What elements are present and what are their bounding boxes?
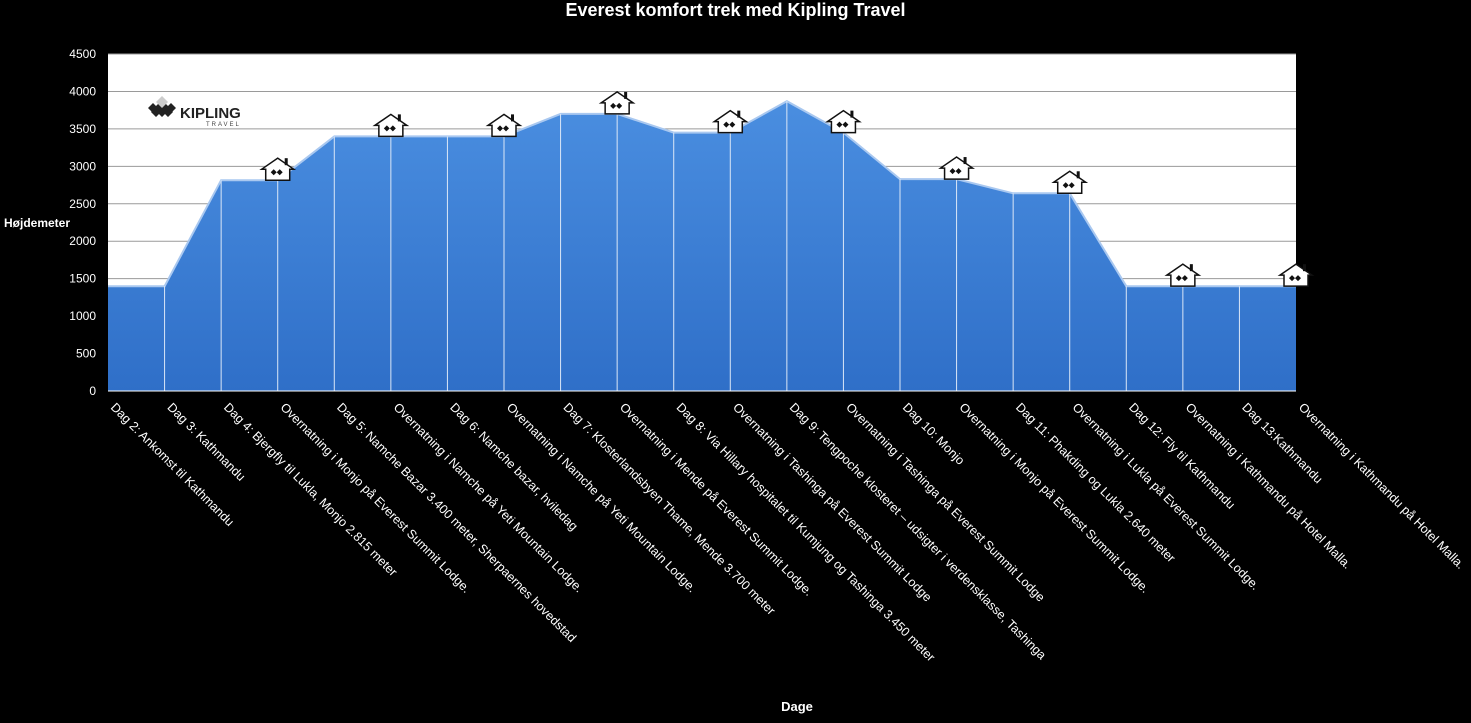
kipling-logo: KIPLING TRAVEL [148, 96, 241, 128]
y-tick-label: 3000 [69, 159, 96, 173]
house-chimney [963, 157, 967, 165]
x-category-label: Dag 8: Via Hillary hospitalet til Kumjun… [674, 400, 938, 664]
lodge-markers [259, 91, 1315, 287]
x-category-label: Overnatning i Namche på Yeti Mountain Lo… [391, 400, 586, 595]
x-category-label: Dag 2: Ankomst til Kathmandu [108, 400, 237, 529]
y-tick-label: 2500 [69, 197, 96, 211]
x-category-label: Overnatning i Tashinga på Everest Summit… [730, 400, 934, 604]
house-chimney [850, 110, 854, 118]
house-emblem [949, 168, 962, 175]
lodge-house-icon [485, 113, 523, 138]
house-emblem [1062, 182, 1075, 189]
x-category-label: Overnatning i Mende på Everest Summit Lo… [617, 400, 816, 599]
house-emblem [383, 125, 396, 132]
y-tick-label: 0 [89, 384, 96, 398]
lodge-house-icon [1164, 263, 1202, 287]
house-emblem [836, 121, 849, 128]
x-category-label: Overnatning i Monjo på Everest Summit Lo… [278, 400, 474, 596]
x-category-label: Overnatning i Tashinga på Everest Summit… [843, 400, 1047, 604]
x-category-label: Overnatning i Namche på Yeti Mountain Lo… [504, 400, 699, 595]
lodge-house-icon [825, 109, 862, 134]
house-emblem [723, 121, 736, 128]
x-category-label: Overnatning i Monjo på Everest Summit Lo… [956, 400, 1152, 596]
lodge-house-icon [1051, 170, 1089, 195]
y-tick-label: 4500 [69, 47, 96, 61]
house-emblem [610, 102, 623, 109]
y-tick-label: 500 [76, 347, 96, 361]
lodge-house-icon [711, 109, 749, 134]
y-axis-label: Højdemeter [4, 216, 71, 230]
house-emblem [497, 125, 509, 132]
area-top-line [108, 100, 1296, 288]
x-category-label: Dag 9: Tengpoche klosteret – udsigter i … [787, 400, 1049, 662]
house-chimney [737, 110, 741, 118]
house-emblem [270, 169, 283, 176]
y-tick-label: 4000 [69, 84, 96, 98]
area-fill [108, 101, 1296, 391]
y-tick-label: 1500 [69, 272, 96, 286]
lodge-house-icon [372, 113, 410, 138]
house-chimney [284, 158, 288, 166]
x-axis-label: Dage [781, 699, 813, 714]
logo-text: KIPLING [180, 105, 241, 122]
x-category-label: Dag 12: Fly til Kathmandu [1126, 400, 1238, 512]
house-chimney [1303, 264, 1306, 272]
y-tick-label: 3500 [69, 122, 96, 136]
y-tick-label: 1000 [69, 309, 96, 323]
house-chimney [1076, 171, 1080, 179]
lodge-house-icon [259, 157, 297, 181]
lodge-house-icon [598, 91, 636, 115]
lodge-house-icon [1277, 263, 1315, 287]
house-chimney [624, 91, 628, 99]
chart-title: Everest komfort trek med Kipling Travel [565, 0, 906, 20]
house-emblem [1175, 275, 1188, 282]
house-chimney [397, 114, 401, 122]
house-chimney [511, 114, 514, 122]
house-emblem [1289, 275, 1301, 282]
y-tick-label: 2000 [69, 234, 96, 248]
y-axis-ticks: 0 500 1000 1500 2000 2500 3000 3500 4000 4500 [69, 47, 96, 398]
kipling-diamond-icon [148, 96, 176, 117]
lodge-house-icon [938, 156, 975, 180]
x-category-label: Dag 7: Klosterlandsbyen Thame, Mende 3.7… [560, 400, 778, 618]
house-chimney [1189, 264, 1193, 272]
logo-subtext: TRAVEL [206, 122, 241, 128]
elevation-area [108, 100, 1296, 392]
